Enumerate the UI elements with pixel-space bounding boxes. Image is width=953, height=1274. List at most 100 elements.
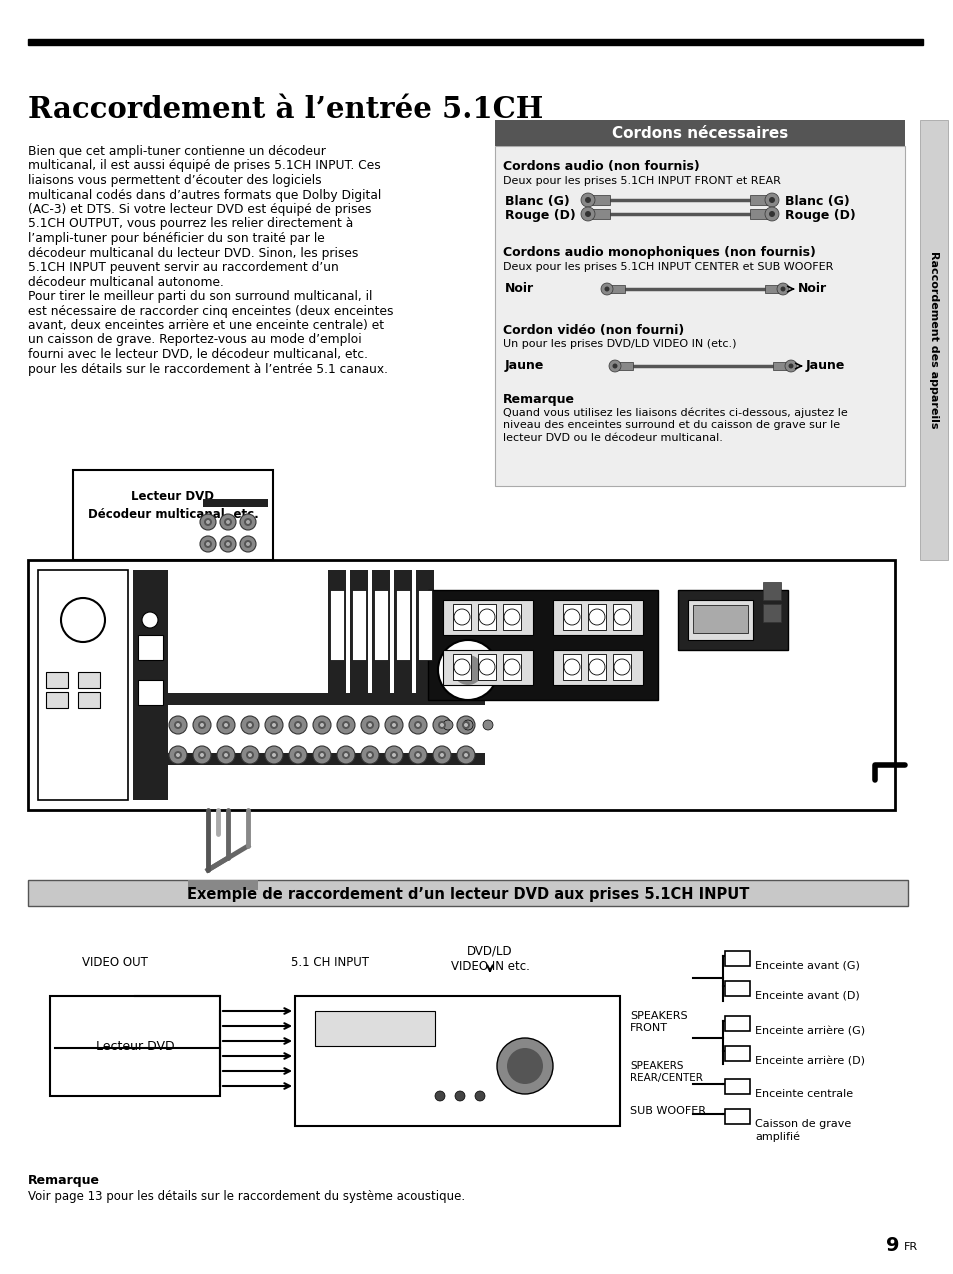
Bar: [592, 209, 609, 219]
Bar: [919, 120, 947, 561]
Circle shape: [409, 747, 427, 764]
Text: Rouge (D): Rouge (D): [504, 209, 576, 223]
Text: Jaune: Jaune: [504, 359, 544, 372]
Circle shape: [584, 197, 590, 203]
Circle shape: [764, 206, 779, 220]
Circle shape: [454, 659, 470, 675]
Circle shape: [169, 747, 187, 764]
Bar: [28, 561, 894, 810]
Text: Noir: Noir: [797, 283, 826, 296]
Circle shape: [368, 753, 372, 757]
Bar: [328, 569, 346, 699]
Circle shape: [193, 716, 211, 734]
Circle shape: [463, 724, 468, 727]
Bar: [477, 654, 496, 680]
Circle shape: [341, 721, 350, 729]
Circle shape: [265, 747, 283, 764]
Bar: [495, 120, 904, 147]
Circle shape: [503, 659, 519, 675]
Text: décodeur multicanal du lecteur DVD. Sinon, les prises: décodeur multicanal du lecteur DVD. Sino…: [28, 246, 358, 260]
Circle shape: [248, 753, 252, 757]
Bar: [188, 880, 257, 891]
Circle shape: [580, 206, 595, 220]
Bar: [618, 362, 633, 369]
Circle shape: [224, 540, 232, 548]
Bar: [724, 1079, 749, 1094]
Circle shape: [588, 609, 604, 626]
Circle shape: [456, 747, 475, 764]
Circle shape: [478, 659, 495, 675]
Text: (AC-3) et DTS. Si votre lecteur DVD est équipé de prises: (AC-3) et DTS. Si votre lecteur DVD est …: [28, 203, 371, 217]
Circle shape: [246, 750, 253, 759]
Circle shape: [175, 753, 180, 757]
Circle shape: [385, 716, 402, 734]
Circle shape: [336, 716, 355, 734]
Text: décodeur multicanal autonome.: décodeur multicanal autonome.: [28, 275, 224, 288]
Circle shape: [614, 659, 629, 675]
Circle shape: [317, 721, 326, 729]
Bar: [372, 569, 390, 699]
Text: SPEAKERS
FRONT: SPEAKERS FRONT: [629, 1012, 687, 1033]
Text: Quand vous utilisez les liaisons décrites ci-dessous, ajustez le: Quand vous utilisez les liaisons décrite…: [502, 406, 847, 418]
Text: Jaune: Jaune: [805, 359, 844, 372]
Text: Noir: Noir: [504, 283, 534, 296]
Circle shape: [246, 541, 250, 547]
Circle shape: [222, 721, 230, 729]
Circle shape: [784, 361, 796, 372]
Text: 5.1CH OUTPUT, vous pourrez les relier directement à: 5.1CH OUTPUT, vous pourrez les relier di…: [28, 218, 353, 231]
Bar: [762, 604, 781, 622]
Circle shape: [392, 724, 395, 727]
Bar: [352, 590, 366, 660]
Bar: [613, 604, 630, 631]
Text: Remarque: Remarque: [502, 392, 575, 406]
Circle shape: [437, 750, 446, 759]
Text: Exemple de raccordement d’un lecteur DVD aux prises 5.1CH INPUT: Exemple de raccordement d’un lecteur DVD…: [187, 887, 748, 902]
Circle shape: [456, 716, 475, 734]
Circle shape: [265, 716, 283, 734]
Circle shape: [200, 753, 204, 757]
Bar: [749, 195, 767, 205]
Circle shape: [216, 747, 234, 764]
Text: multicanal, il est aussi équipé de prises 5.1CH INPUT. Ces: multicanal, il est aussi équipé de prise…: [28, 159, 380, 172]
Circle shape: [442, 720, 453, 730]
Text: Remarque: Remarque: [28, 1175, 100, 1187]
Bar: [203, 499, 268, 507]
Bar: [374, 590, 388, 660]
Text: Cordons audio monophoniques (non fournis): Cordons audio monophoniques (non fournis…: [502, 246, 815, 259]
Circle shape: [503, 609, 519, 626]
Circle shape: [272, 724, 275, 727]
Circle shape: [478, 609, 495, 626]
Text: niveau des enceintes surround et du caisson de grave sur le: niveau des enceintes surround et du cais…: [502, 420, 840, 431]
Circle shape: [173, 721, 182, 729]
Circle shape: [475, 1091, 484, 1101]
Circle shape: [226, 541, 230, 547]
Text: SUB WOOFER: SUB WOOFER: [629, 1106, 705, 1116]
Bar: [453, 654, 471, 680]
Circle shape: [216, 716, 234, 734]
Circle shape: [608, 361, 620, 372]
Circle shape: [244, 519, 252, 526]
Circle shape: [341, 750, 350, 759]
Bar: [314, 1012, 435, 1046]
Circle shape: [246, 520, 250, 524]
Text: Raccordement à l’entrée 5.1CH: Raccordement à l’entrée 5.1CH: [28, 96, 542, 124]
Text: Voir page 13 pour les détails sur le raccordement du système acoustique.: Voir page 13 pour les détails sur le rac…: [28, 1190, 465, 1203]
Circle shape: [416, 753, 419, 757]
Text: pour les détails sur le raccordement à l’entrée 5.1 canaux.: pour les détails sur le raccordement à l…: [28, 363, 388, 376]
Circle shape: [200, 724, 204, 727]
Circle shape: [385, 747, 402, 764]
Text: Enceinte arrière (G): Enceinte arrière (G): [754, 1026, 864, 1036]
Bar: [138, 634, 163, 660]
Circle shape: [294, 721, 302, 729]
Circle shape: [270, 721, 277, 729]
Circle shape: [788, 363, 793, 368]
Circle shape: [344, 753, 348, 757]
Bar: [587, 654, 605, 680]
Bar: [46, 692, 68, 708]
Circle shape: [437, 721, 446, 729]
Circle shape: [313, 747, 331, 764]
Circle shape: [204, 540, 212, 548]
Text: Caisson de grave
amplifié: Caisson de grave amplifié: [754, 1119, 850, 1142]
Text: Cordons nécessaires: Cordons nécessaires: [611, 126, 787, 141]
Bar: [395, 590, 410, 660]
